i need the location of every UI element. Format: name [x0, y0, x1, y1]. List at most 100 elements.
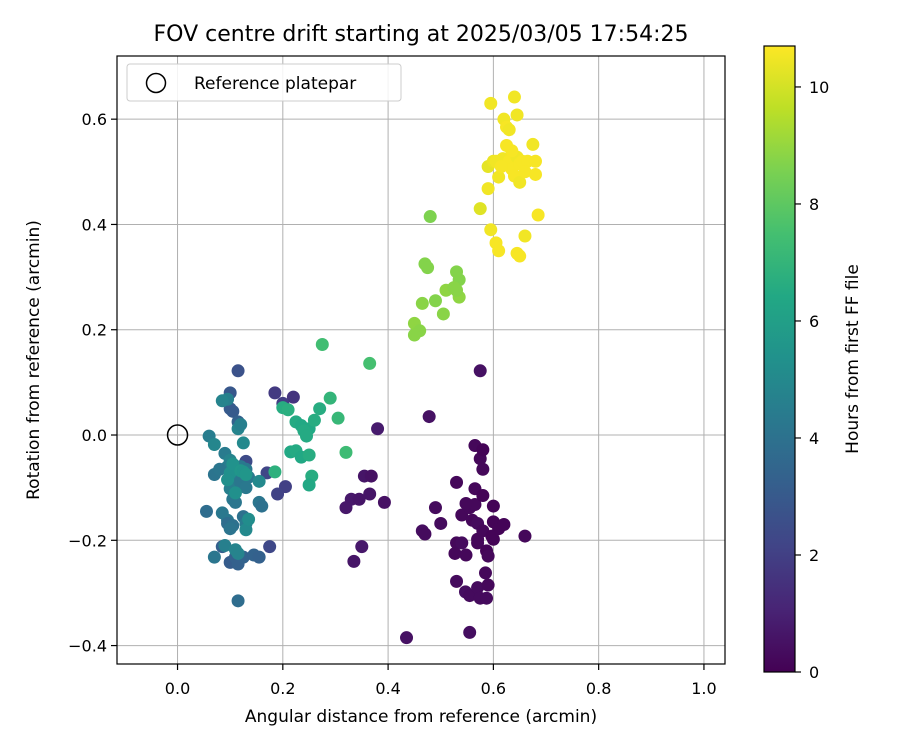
data-point	[347, 554, 361, 568]
colorbar-ticks: 0 2 4 6 8 10	[795, 78, 829, 682]
y-tick-label: −0.4	[68, 637, 107, 656]
data-point	[377, 495, 391, 509]
legend-entry-label: Reference platepar	[194, 74, 356, 94]
data-point	[199, 504, 213, 518]
data-point	[484, 96, 498, 110]
data-point	[239, 523, 253, 537]
data-point	[223, 522, 237, 536]
data-point	[239, 481, 253, 495]
data-point	[505, 144, 519, 158]
data-point	[463, 625, 477, 639]
y-tick-label: 0.0	[82, 426, 107, 445]
legend: Reference platepar	[126, 63, 402, 102]
data-point	[434, 516, 448, 530]
data-point	[485, 529, 499, 543]
data-point	[476, 489, 490, 503]
data-point	[323, 391, 337, 405]
chart-title: FOV centre drift starting at 2025/03/05 …	[154, 22, 689, 47]
grid-lines	[117, 56, 725, 664]
data-point	[518, 165, 532, 179]
y-axis-label: Rotation from reference (arcmin)	[24, 220, 44, 500]
data-point	[213, 462, 227, 476]
data-point	[363, 356, 377, 370]
colorbar-tick-label: 0	[809, 663, 819, 682]
colorbar-tick-label: 4	[809, 429, 819, 448]
data-point	[228, 495, 242, 509]
data-point	[528, 167, 542, 181]
colorbar-tick-label: 6	[809, 312, 819, 331]
data-point	[252, 550, 266, 564]
x-tick-label: 0.4	[375, 679, 400, 698]
data-point	[478, 566, 492, 580]
data-point	[231, 546, 245, 560]
colorbar-tick-label: 8	[809, 195, 819, 214]
data-point	[364, 469, 378, 483]
data-point	[415, 296, 429, 310]
data-point	[428, 501, 442, 515]
data-point	[271, 487, 285, 501]
data-point	[255, 499, 269, 513]
x-tick-label: 0.6	[481, 679, 506, 698]
data-point	[518, 529, 532, 543]
reference-marker	[166, 424, 189, 446]
data-point	[480, 591, 494, 605]
data-point	[463, 589, 477, 603]
x-tick-label: 1.0	[691, 679, 716, 698]
data-point	[239, 467, 253, 481]
colorbar-tick-label: 2	[809, 546, 819, 565]
data-point	[455, 536, 469, 550]
data-point	[339, 501, 353, 515]
data-point	[268, 465, 282, 479]
data-point	[428, 294, 442, 308]
data-point	[307, 413, 321, 427]
data-point	[228, 486, 242, 500]
data-point	[459, 548, 473, 562]
data-point	[518, 229, 532, 243]
data-point	[510, 108, 524, 122]
data-point	[473, 364, 487, 378]
data-point	[218, 539, 232, 553]
data-point	[302, 448, 316, 462]
data-point	[234, 417, 248, 431]
data-point	[263, 540, 277, 554]
legend-box	[126, 63, 402, 102]
data-point	[331, 411, 345, 425]
y-tick-label: −0.2	[68, 531, 107, 550]
x-axis-ticks: 0.0 0.2 0.4 0.6 0.8 1.0	[165, 664, 717, 698]
data-point	[481, 549, 495, 563]
data-point	[352, 492, 366, 506]
data-point	[473, 202, 487, 216]
data-point	[418, 527, 432, 541]
x-axis-label: Angular distance from reference (arcmin)	[245, 707, 597, 727]
data-point	[450, 475, 464, 489]
data-point	[513, 249, 527, 263]
data-points	[199, 90, 545, 645]
data-point	[286, 390, 300, 404]
data-point	[486, 499, 500, 513]
data-point	[421, 261, 435, 275]
y-axis-ticks: −0.4 −0.2 0.0 0.2 0.4 0.6	[68, 110, 117, 656]
data-point	[528, 154, 542, 168]
colorbar: 0 2 4 6 8 10 Hours from first FF file	[763, 45, 863, 682]
data-point	[476, 462, 490, 476]
x-tick-label: 0.0	[165, 679, 190, 698]
data-point	[300, 429, 314, 443]
data-point	[481, 182, 495, 196]
x-tick-label: 0.2	[270, 679, 295, 698]
data-point	[507, 90, 521, 104]
y-tick-label: 0.6	[82, 110, 107, 129]
data-point	[494, 160, 508, 174]
colorbar-tick-label: 10	[809, 78, 829, 97]
data-point	[371, 422, 385, 436]
y-tick-label: 0.4	[82, 215, 107, 234]
data-point	[492, 244, 506, 258]
data-point	[502, 123, 516, 137]
data-point	[436, 307, 450, 321]
data-point	[513, 175, 527, 189]
data-point	[471, 581, 485, 595]
y-tick-label: 0.2	[82, 321, 107, 340]
data-point	[231, 364, 245, 378]
data-point	[526, 137, 540, 151]
data-point	[484, 223, 498, 237]
data-point	[450, 574, 464, 588]
